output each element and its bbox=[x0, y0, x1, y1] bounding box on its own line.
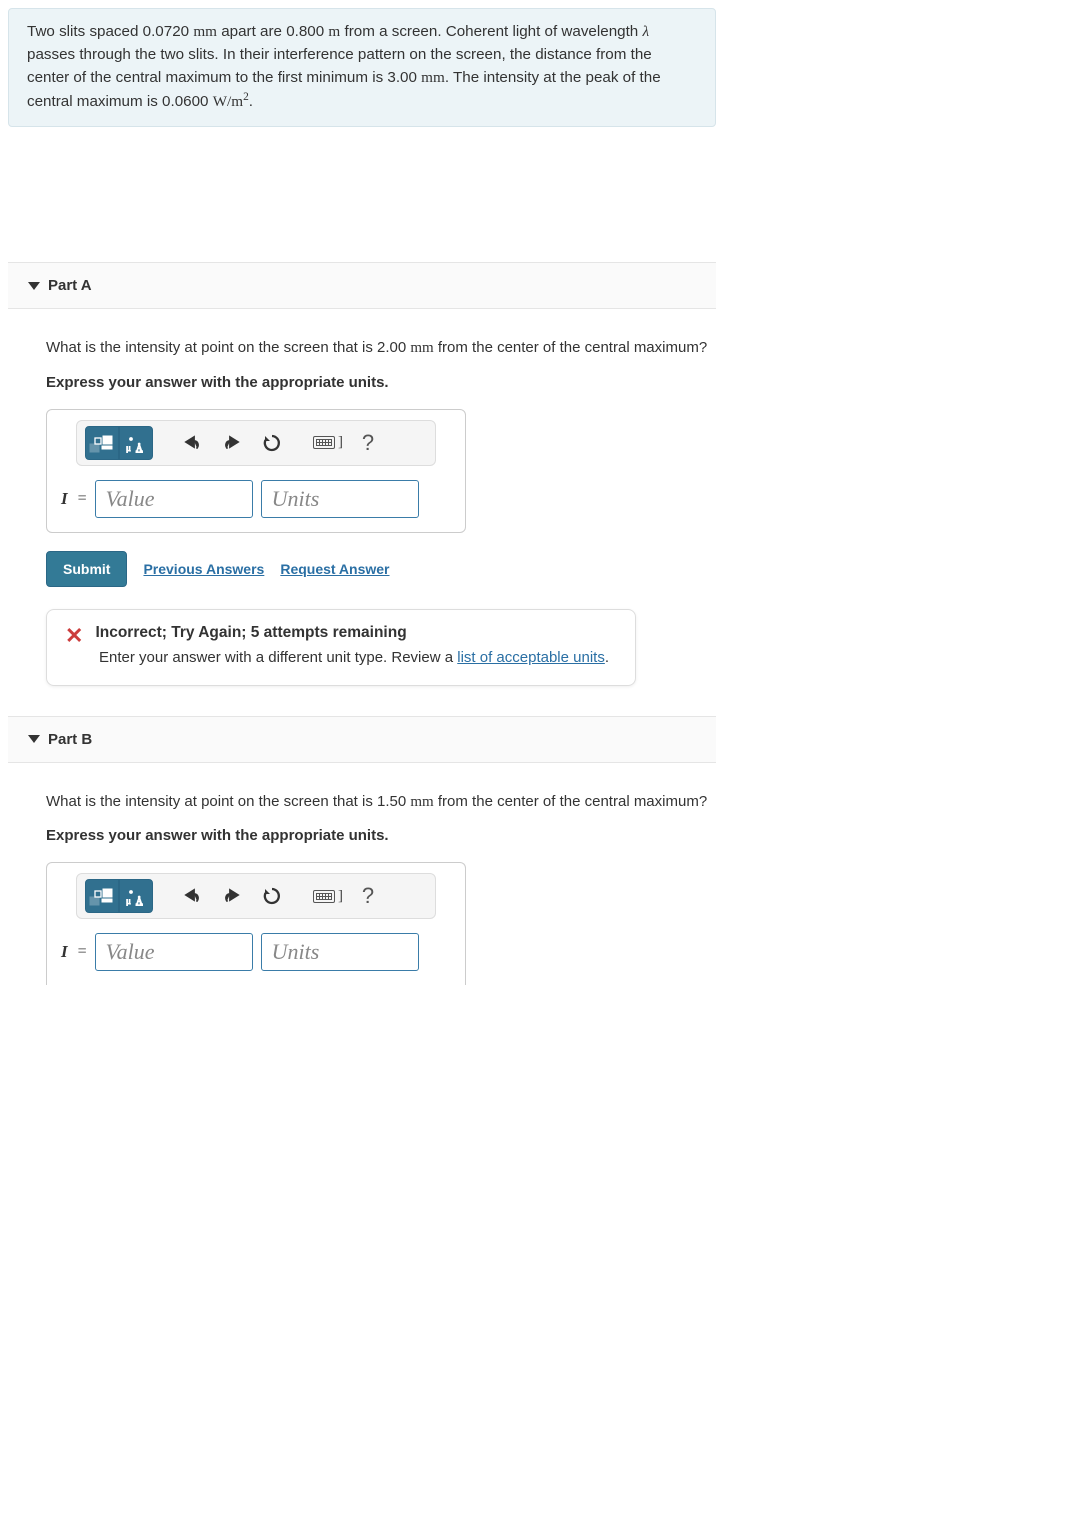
part-b-units-input[interactable] bbox=[261, 933, 419, 971]
part-a-feedback-title: Incorrect; Try Again; 5 attempts remaini… bbox=[95, 624, 406, 642]
part-a-request-answer-link[interactable]: Request Answer bbox=[280, 561, 389, 577]
part-a-var-label: I bbox=[59, 489, 70, 509]
reset-icon bbox=[262, 886, 282, 906]
part-a-feedback-body: Enter your answer with a different unit … bbox=[65, 647, 617, 669]
part-b-answer-row: I = bbox=[59, 933, 453, 971]
svg-text:μ: μ bbox=[126, 443, 131, 453]
reset-icon bbox=[262, 433, 282, 453]
problem-unit-mm-0: mm bbox=[193, 23, 217, 40]
help-button[interactable]: ? bbox=[351, 426, 385, 460]
svg-text:μ: μ bbox=[126, 896, 131, 906]
chevron-down-icon bbox=[28, 735, 40, 743]
part-a-instruction: Express your answer with the appropriate… bbox=[46, 374, 708, 391]
keyboard-button[interactable]: ] bbox=[311, 879, 345, 913]
templates-button[interactable] bbox=[85, 426, 119, 460]
redo-button[interactable] bbox=[215, 879, 249, 913]
templates-icon bbox=[89, 433, 115, 453]
undo-icon bbox=[182, 886, 202, 906]
equals-sign: = bbox=[78, 943, 87, 961]
part-b-var-label: I bbox=[59, 942, 70, 962]
problem-unit-m: m bbox=[328, 23, 340, 40]
part-b-toolbar: μÅ ] ? bbox=[76, 873, 436, 919]
problem-unit-mm-1: mm bbox=[421, 69, 445, 86]
problem-lambda: λ bbox=[642, 23, 649, 40]
part-a-value-input[interactable] bbox=[95, 480, 253, 518]
part-b-answer-box: μÅ ] ? I = bbox=[46, 862, 466, 985]
keyboard-icon bbox=[313, 890, 335, 903]
problem-text-2: from a screen. Coherent light of wavelen… bbox=[340, 23, 642, 40]
problem-text-5: . bbox=[249, 93, 253, 110]
undo-icon bbox=[182, 433, 202, 453]
problem-text-1: apart are 0.800 bbox=[217, 23, 328, 40]
chevron-down-icon bbox=[28, 282, 40, 290]
keyboard-button[interactable]: ] bbox=[311, 426, 345, 460]
undo-button[interactable] bbox=[175, 879, 209, 913]
part-a-units-input[interactable] bbox=[261, 480, 419, 518]
equals-sign: = bbox=[78, 490, 87, 508]
help-button[interactable]: ? bbox=[351, 879, 385, 913]
acceptable-units-link[interactable]: list of acceptable units bbox=[457, 649, 605, 666]
part-a-submit-button[interactable]: Submit bbox=[46, 551, 127, 587]
incorrect-icon: ✕ bbox=[65, 624, 83, 647]
part-b-body: What is the intensity at point on the sc… bbox=[8, 763, 716, 986]
reset-button[interactable] bbox=[255, 426, 289, 460]
symbols-icon: μÅ bbox=[123, 886, 149, 906]
part-a-header[interactable]: Part A bbox=[8, 262, 716, 309]
part-b-question: What is the intensity at point on the sc… bbox=[46, 791, 708, 814]
part-a-body: What is the intensity at point on the sc… bbox=[8, 309, 716, 715]
symbols-button[interactable]: μÅ bbox=[119, 879, 153, 913]
part-a-question: What is the intensity at point on the sc… bbox=[46, 337, 708, 360]
part-a-previous-answers-link[interactable]: Previous Answers bbox=[143, 561, 264, 577]
part-a-answer-row: I = bbox=[59, 480, 453, 518]
svg-text:Å: Å bbox=[136, 896, 143, 906]
part-b-header[interactable]: Part B bbox=[8, 716, 716, 763]
help-icon: ? bbox=[362, 883, 374, 909]
part-b-value-input[interactable] bbox=[95, 933, 253, 971]
part-a-title: Part A bbox=[48, 277, 92, 294]
problem-statement: Two slits spaced 0.0720 mm apart are 0.8… bbox=[8, 8, 716, 127]
part-b-title: Part B bbox=[48, 731, 92, 748]
part-a-toolbar: μÅ ] ? bbox=[76, 420, 436, 466]
reset-button[interactable] bbox=[255, 879, 289, 913]
svg-text:Å: Å bbox=[136, 443, 143, 453]
problem-text-0: Two slits spaced 0.0720 bbox=[27, 23, 193, 40]
redo-icon bbox=[222, 433, 242, 453]
symbols-button[interactable]: μÅ bbox=[119, 426, 153, 460]
keyboard-icon bbox=[313, 436, 335, 449]
help-icon: ? bbox=[362, 430, 374, 456]
redo-icon bbox=[222, 886, 242, 906]
templates-button[interactable] bbox=[85, 879, 119, 913]
part-b-instruction: Express your answer with the appropriate… bbox=[46, 827, 708, 844]
part-a-answer-box: μÅ ] ? I = bbox=[46, 409, 466, 533]
symbols-icon: μÅ bbox=[123, 433, 149, 453]
part-a-feedback: ✕ Incorrect; Try Again; 5 attempts remai… bbox=[46, 609, 636, 686]
templates-icon bbox=[89, 886, 115, 906]
redo-button[interactable] bbox=[215, 426, 249, 460]
part-a-button-row: Submit Previous Answers Request Answer bbox=[46, 551, 708, 587]
undo-button[interactable] bbox=[175, 426, 209, 460]
problem-unit-wm: W/m bbox=[213, 93, 243, 110]
